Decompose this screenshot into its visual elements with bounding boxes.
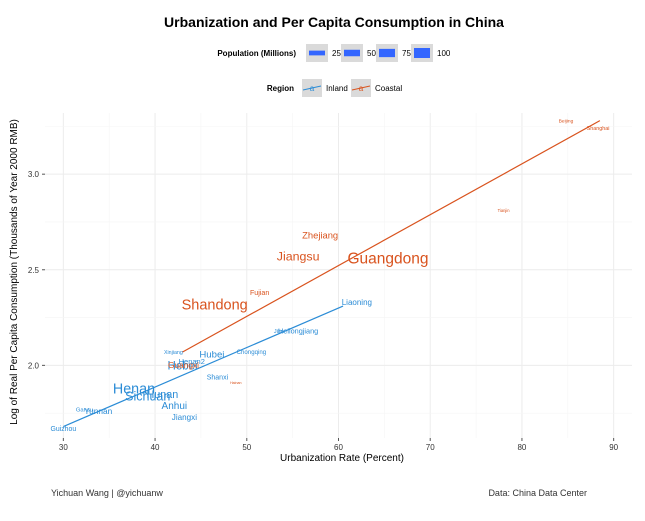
population-legend-label: 75 — [402, 49, 411, 58]
fit-lines — [63, 120, 601, 428]
point-label: Shandong — [182, 297, 248, 313]
point-label: Liaoning — [342, 298, 372, 307]
fit-line-inland — [63, 305, 344, 428]
x-tick-label: 50 — [242, 443, 251, 452]
point-label: Xinjiang — [164, 350, 183, 356]
footer-author: Yichuan Wang | @yichuanw — [51, 488, 163, 498]
point-label: Hunan — [146, 389, 178, 401]
point-label: Jiangxi — [172, 413, 197, 422]
point-label: Tianjin — [498, 208, 511, 213]
point-label: Yunnan — [84, 406, 113, 416]
point-label: Heilongjiang — [278, 326, 318, 335]
y-tick-label: 2.0 — [28, 361, 40, 370]
point-label: Guizhou — [51, 426, 77, 433]
population-key — [414, 48, 430, 58]
region-key-line — [351, 85, 371, 91]
point-label: Guangdong — [348, 251, 429, 268]
x-tick-label: 90 — [609, 443, 618, 452]
x-axis-label: Urbanization Rate (Percent) — [280, 453, 404, 464]
region-key-line — [302, 85, 322, 91]
y-tick-label: 2.5 — [28, 266, 40, 275]
point-label: Henan — [113, 381, 155, 397]
x-tick-label: 70 — [426, 443, 435, 452]
point-label: Jilin — [274, 329, 284, 335]
y-axis-label: Log of Real Per Capita Consumption (Thou… — [9, 119, 20, 425]
x-tick-label: 80 — [517, 443, 526, 452]
region-key-glyph: a — [310, 84, 315, 93]
population-legend: Population (Millions) 25 50 75 100 — [217, 44, 451, 62]
point-label: Jiangsu — [277, 250, 320, 264]
point-label: Beijing — [559, 118, 574, 124]
point-label: Hubei — [199, 349, 224, 360]
population-key — [379, 48, 395, 58]
grid-lines — [45, 113, 632, 438]
point-label: Guangxi — [168, 360, 199, 370]
point-label: Henan2 — [179, 357, 205, 366]
population-legend-label: 25 — [332, 49, 341, 58]
point-label: Shanghai — [587, 126, 610, 132]
population-key — [344, 49, 360, 57]
y-tick-label: 3.0 — [28, 170, 40, 179]
x-tick-label: 60 — [334, 443, 343, 452]
region-legend: Region a Inland a Coastal — [267, 79, 402, 97]
fit-line-coastal — [182, 120, 601, 353]
point-label: Shanxi — [207, 374, 229, 381]
x-tick-label: 30 — [59, 443, 68, 452]
point-label: Hainan — [230, 381, 241, 385]
point-label: Gansu — [76, 407, 93, 413]
population-legend-title: Population (Millions) — [217, 49, 296, 58]
point-label: Zhejiang — [302, 230, 338, 241]
x-tick-label: 40 — [151, 443, 160, 452]
footer-source: Data: China Data Center — [488, 488, 587, 498]
region-legend-items: a Inland a Coastal — [302, 79, 402, 97]
point-labels: Guizhou GansuYunnanHenanSichuanHunanAnhui… — [51, 118, 610, 432]
point-label: Chongqing — [237, 349, 266, 356]
population-legend-label: 100 — [437, 49, 451, 58]
chart-title: Urbanization and Per Capita Consumption … — [164, 14, 504, 30]
point-label: Sichuan — [125, 389, 170, 403]
point-label: Fujian — [250, 289, 269, 297]
region-legend-label: Coastal — [375, 84, 402, 93]
region-legend-label: Inland — [326, 84, 348, 93]
region-legend-title: Region — [267, 84, 294, 93]
population-key — [309, 50, 325, 56]
population-legend-items: 25 50 75 100 — [306, 44, 451, 62]
population-legend-label: 50 — [367, 49, 376, 58]
point-label: Anhui — [162, 401, 188, 412]
point-label: Hebei — [168, 360, 198, 372]
region-key-glyph: a — [359, 84, 364, 93]
axes: 30 40 50 60 70 80 90 2.0 2.5 3.0 — [28, 170, 619, 452]
